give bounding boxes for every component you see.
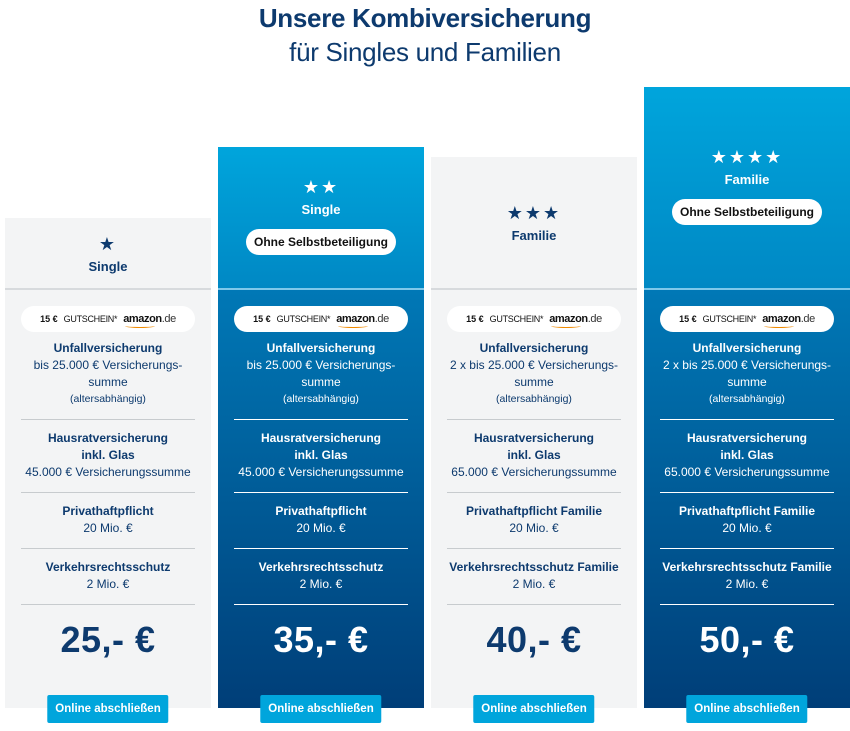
voucher-amount: 15 € bbox=[466, 314, 484, 324]
amazon-voucher-badge: 15 € GUTSCHEIN* amazon.de bbox=[234, 306, 408, 332]
plan-price: 25,- € bbox=[60, 619, 156, 660]
voucher-amount: 15 € bbox=[679, 314, 697, 324]
plan-body: 15 € GUTSCHEIN* amazon.de Unfallversiche… bbox=[644, 290, 850, 708]
plan-tier: Single bbox=[301, 202, 341, 217]
amazon-logo-icon: amazon.de bbox=[123, 313, 176, 328]
feature-unfallversicherung: Unfallversicherung 2 x bis 25.000 € Vers… bbox=[660, 332, 834, 420]
feature-verkehrsrechtsschutz: Verkehrsrechtsschutz Familie 2 Mio. € bbox=[447, 549, 621, 605]
feature-unfallversicherung: Unfallversicherung bis 25.000 € Versiche… bbox=[234, 332, 408, 420]
plan-body: 15 € GUTSCHEIN* amazon.de Unfallversiche… bbox=[431, 290, 637, 708]
feature-privathaftpflicht: Privathaftpflicht 20 Mio. € bbox=[21, 493, 195, 549]
feature-verkehrsrechtsschutz: Verkehrsrechtsschutz 2 Mio. € bbox=[234, 549, 408, 605]
feature-hausratversicherung: Hausratversicherung inkl. Glas 65.000 € … bbox=[660, 420, 834, 493]
amazon-logo-icon: amazon.de bbox=[336, 313, 389, 328]
amazon-logo-icon: amazon.de bbox=[549, 313, 602, 328]
online-abschliessen-button[interactable]: Online abschließen bbox=[473, 695, 595, 723]
feature-privathaftpflicht: Privathaftpflicht Familie 20 Mio. € bbox=[447, 493, 621, 549]
voucher-label: GUTSCHEIN* bbox=[489, 314, 544, 324]
feature-unfallversicherung: Unfallversicherung bis 25.000 € Versiche… bbox=[21, 332, 195, 420]
voucher-amount: 15 € bbox=[40, 314, 58, 324]
feature-unfallversicherung: Unfallversicherung 2 x bis 25.000 € Vers… bbox=[447, 332, 621, 420]
voucher-label: GUTSCHEIN* bbox=[63, 314, 118, 324]
amazon-logo-icon: amazon.de bbox=[762, 313, 815, 328]
page-subtitle: für Singles und Familien bbox=[289, 37, 561, 67]
amazon-voucher-badge: 15 € GUTSCHEIN* amazon.de bbox=[21, 306, 195, 332]
amazon-voucher-badge: 15 € GUTSCHEIN* amazon.de bbox=[447, 306, 621, 332]
plan-card-single-2-stars: ★★ Single Ohne Selbstbeteiligung 15 € GU… bbox=[218, 147, 424, 723]
feature-verkehrsrechtsschutz: Verkehrsrechtsschutz 2 Mio. € bbox=[21, 549, 195, 605]
star-rating-icon: ★ bbox=[98, 234, 118, 254]
plan-price: 50,- € bbox=[699, 619, 795, 660]
plan-header: ★★ Single Ohne Selbstbeteiligung bbox=[218, 147, 424, 290]
feature-hausratversicherung: Hausratversicherung inkl. Glas 45.000 € … bbox=[234, 420, 408, 493]
page-heading: Unsere Kombiversicherung für Singles und… bbox=[0, 0, 850, 71]
star-rating-icon: ★★ bbox=[302, 177, 340, 197]
plan-tier: Familie bbox=[511, 228, 557, 243]
amazon-voucher-badge: 15 € GUTSCHEIN* amazon.de bbox=[660, 306, 834, 332]
online-abschliessen-button[interactable]: Online abschließen bbox=[686, 695, 808, 723]
star-rating-icon: ★★★★ bbox=[710, 147, 784, 167]
voucher-label: GUTSCHEIN* bbox=[276, 314, 331, 324]
feature-hausratversicherung: Hausratversicherung inkl. Glas 45.000 € … bbox=[21, 420, 195, 493]
plan-header: ★ Single bbox=[5, 218, 211, 290]
ohne-selbstbeteiligung-badge: Ohne Selbstbeteiligung bbox=[671, 199, 822, 225]
page-title: Unsere Kombiversicherung bbox=[258, 3, 592, 33]
plan-tier: Familie bbox=[724, 172, 770, 187]
online-abschliessen-button[interactable]: Online abschließen bbox=[260, 695, 382, 723]
plan-tier: Single bbox=[88, 259, 128, 274]
plan-card-familie-3-stars: ★★★ Familie 15 € GUTSCHEIN* amazon.de Un… bbox=[431, 157, 637, 723]
feature-privathaftpflicht: Privathaftpflicht Familie 20 Mio. € bbox=[660, 493, 834, 549]
plan-price: 40,- € bbox=[486, 619, 582, 660]
plan-body: 15 € GUTSCHEIN* amazon.de Unfallversiche… bbox=[5, 290, 211, 708]
plan-body: 15 € GUTSCHEIN* amazon.de Unfallversiche… bbox=[218, 290, 424, 708]
plan-header: ★★★★ Familie Ohne Selbstbeteiligung bbox=[644, 87, 850, 290]
feature-verkehrsrechtsschutz: Verkehrsrechtsschutz Familie 2 Mio. € bbox=[660, 549, 834, 605]
star-rating-icon: ★★★ bbox=[506, 203, 562, 223]
plan-price: 35,- € bbox=[273, 619, 369, 660]
plan-header: ★★★ Familie bbox=[431, 157, 637, 290]
plan-card-familie-4-stars: ★★★★ Familie Ohne Selbstbeteiligung 15 €… bbox=[644, 87, 850, 723]
feature-privathaftpflicht: Privathaftpflicht 20 Mio. € bbox=[234, 493, 408, 549]
voucher-amount: 15 € bbox=[253, 314, 271, 324]
ohne-selbstbeteiligung-badge: Ohne Selbstbeteiligung bbox=[245, 229, 396, 255]
voucher-label: GUTSCHEIN* bbox=[702, 314, 757, 324]
plan-card-single-1-star: ★ Single 15 € GUTSCHEIN* amazon.de Unfal… bbox=[5, 218, 211, 723]
feature-hausratversicherung: Hausratversicherung inkl. Glas 65.000 € … bbox=[447, 420, 621, 493]
online-abschliessen-button[interactable]: Online abschließen bbox=[47, 695, 169, 723]
